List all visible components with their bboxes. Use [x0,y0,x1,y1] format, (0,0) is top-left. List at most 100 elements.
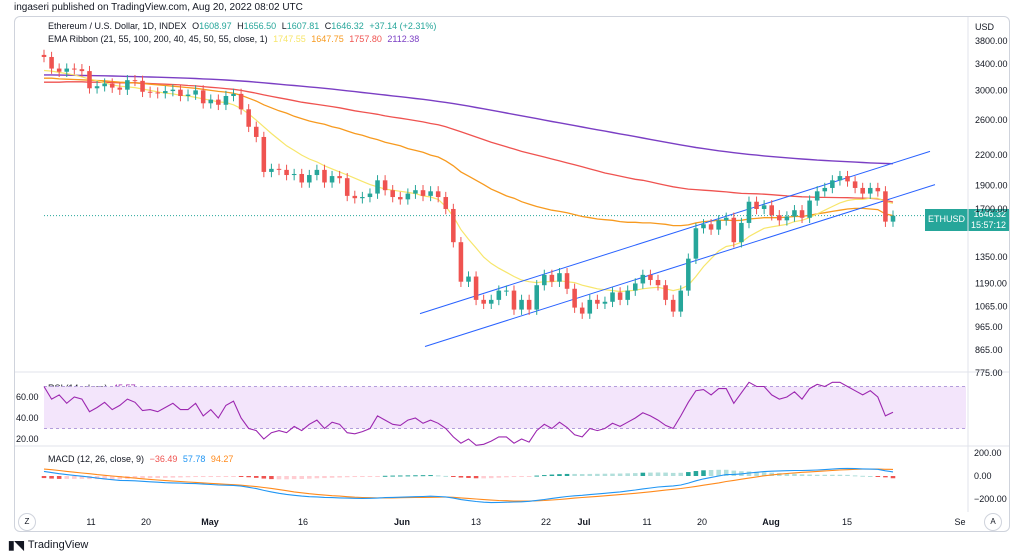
macd-histogram-bar [56,476,62,479]
macd-histogram-bar [208,476,214,478]
macd-histogram-bar [708,469,714,476]
macd-histogram-bar [648,472,653,476]
price-tag-symbol: ETHUSD [928,214,966,224]
zoom-button[interactable]: Z [18,513,36,531]
macd-histogram-bar [799,474,805,476]
price-axis-label: 2200.00 [975,150,1008,160]
macd-histogram-bar [511,476,517,477]
candle-body [79,69,85,72]
macd-histogram-bar [754,471,759,476]
candle-body [814,191,820,201]
candle-body [185,94,191,97]
macd-histogram-bar [466,476,471,478]
publisher-info: ingaseri published on TradingView.com, A… [14,2,303,13]
macd-histogram-bar [322,476,327,479]
ema200-line [44,74,894,165]
candle-body [132,80,138,82]
candle-body [754,201,759,209]
candle-body [413,190,418,194]
candle-body [451,208,456,243]
x-axis-label: Aug [762,517,780,527]
channel-lower-line [424,184,936,347]
candle-body [504,290,509,292]
candle-body [875,187,881,192]
candle-body [72,68,77,70]
price-axis-label: 865.00 [975,345,1003,355]
candle-body [109,83,115,88]
macd-histogram-bar [72,476,77,479]
candle-body [587,299,593,314]
candle-body [572,288,577,308]
candle-body [352,195,358,199]
candle-body [41,54,47,57]
macd-histogram-bar [549,474,555,476]
macd-histogram-bar [890,476,896,479]
macd-histogram-bar [784,473,790,476]
macd-histogram-bar [860,475,865,477]
macd-histogram-bar [314,476,320,479]
candle-body [655,279,661,286]
macd-histogram-bar [200,476,206,478]
candle-body [595,299,600,304]
ema21-value: 1747.55 [273,34,306,44]
candle-body [216,99,221,105]
macd-histogram-bar [140,476,145,479]
price-axis-label: 3400.00 [975,59,1008,69]
macd-histogram-bar [564,473,570,476]
candle-body [625,290,630,300]
candle-body [549,274,555,282]
macd-histogram-bar [534,475,539,477]
macd-histogram-bar [307,476,312,479]
candle-body [170,89,176,92]
candle-body [367,193,373,198]
macd-histogram-bar [443,475,449,477]
close-label: C [324,21,332,31]
candle-body [140,80,145,92]
macd-histogram-bar [382,475,388,477]
candle-body [890,215,896,222]
x-axis-label: Jul [577,517,590,527]
macd-histogram-bar [625,473,630,476]
candle-body [147,91,153,93]
candle-body [307,175,312,183]
macd-histogram-bar [769,472,774,476]
macd-histogram-bar [617,473,623,476]
candle-body [519,299,524,310]
macd-histogram-bar [435,475,441,477]
ema200-value: 2112.38 [387,34,420,44]
candle-body [852,181,858,188]
macd-histogram-bar [632,473,638,476]
macd-histogram-bar [231,476,236,477]
rsi-axis-label: 60.00 [16,392,39,402]
macd-histogram-bar [216,476,221,478]
macd-histogram-bar [405,475,411,477]
x-axis-label: 20 [141,517,151,527]
chart-frame [14,16,1010,532]
candle-body [382,180,388,191]
macd-histogram-bar [367,476,373,477]
symbol-title: Ethereum / U.S. Dollar, 1D, INDEX [48,21,187,31]
candle-body [405,193,411,200]
macd-histogram-bar [269,476,274,480]
macd-line [43,467,894,504]
auto-scale-button[interactable]: A [984,513,1002,531]
macd-histogram-bar [109,476,115,480]
candle-body [511,290,517,310]
x-axis-label: May [201,517,219,527]
candle-body [458,242,464,282]
macd-histogram-bar [473,476,479,479]
macd-histogram-bar [185,476,191,478]
candle-body [284,169,289,176]
footer-brand: TradingView [27,539,89,551]
price-tag-time: 15:57:12 [970,220,1006,230]
candle-body [87,71,92,89]
macd-histogram-bar [155,476,160,478]
candle-body [428,191,433,196]
candle-body [102,83,107,87]
candle-body [155,92,160,94]
open-value: 1608.97 [199,21,232,31]
macd-histogram-bar [640,472,646,476]
candle-body [208,99,214,104]
macd-histogram-bar [723,469,729,476]
